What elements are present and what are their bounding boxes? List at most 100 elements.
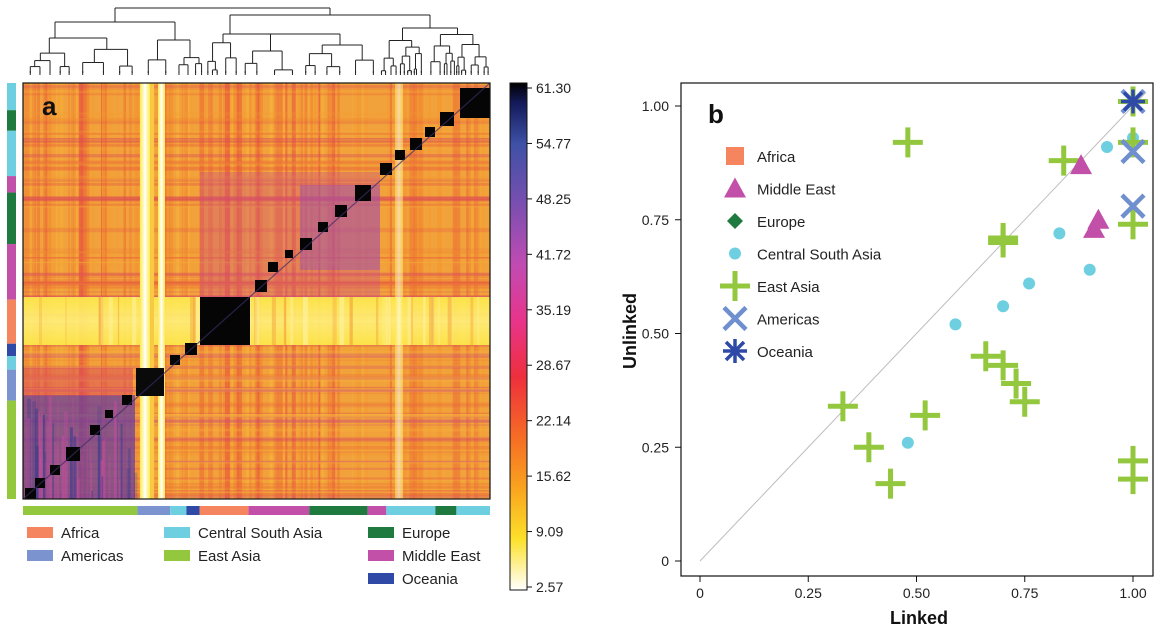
row-group-segment: [7, 110, 16, 131]
heatmap-column-streak: [296, 83, 300, 499]
heatmap-row-streak: [23, 467, 490, 470]
heatmap-block-texture: [119, 478, 121, 499]
legend-item: Africa: [27, 525, 100, 542]
heatmap-column-streak: [419, 83, 424, 499]
legend-item: Europe: [727, 213, 805, 231]
data-point-central-south-asia: [1053, 227, 1066, 240]
heatmap-row-streak: [23, 85, 490, 88]
heatmap-row-streak: [23, 257, 490, 259]
x-axis-label: Linked: [890, 608, 948, 628]
heatmap-block-texture: [116, 413, 118, 499]
heatmap-block-texture: [61, 491, 63, 499]
data-point-east-asia: [875, 468, 906, 499]
legend-swatch: [27, 550, 53, 561]
heatmap-block-texture: [39, 416, 42, 499]
heatmap-row-streak: [23, 404, 490, 408]
heatmap-row-streak: [23, 261, 490, 266]
heatmap-row-streak: [23, 177, 490, 182]
colorbar-tick-label: 54.77: [536, 135, 571, 151]
heatmap-block-texture: [114, 406, 117, 499]
heatmap-column-streak: [85, 83, 90, 499]
heatmap-block-texture: [63, 458, 65, 499]
heatmap-column-streak: [240, 83, 243, 499]
colorbar-tick-label: 22.14: [536, 413, 571, 429]
legend-item: Oceania: [723, 339, 814, 363]
heatmap-row-streak: [23, 376, 490, 379]
heatmap-column-streak: [34, 83, 37, 499]
heatmap-block-texture: [39, 486, 42, 499]
heatmap-row-streak: [23, 132, 490, 134]
legend-item: Middle East: [368, 548, 481, 565]
heatmap-row-streak: [23, 376, 490, 380]
heatmap-row-streak: [23, 439, 490, 442]
row-group-segment: [7, 356, 16, 370]
heatmap-band-texture: [195, 297, 200, 345]
column-group-segment: [23, 506, 138, 515]
heatmap-column-streak: [81, 83, 86, 499]
heatmap-column-streak: [184, 83, 189, 499]
heatmap-band-texture: [271, 297, 276, 345]
column-group-segment: [199, 506, 249, 515]
heatmap-block-texture: [35, 408, 39, 499]
heatmap-band-texture: [375, 297, 379, 345]
heatmap-column-streak: [212, 83, 214, 499]
heatmap-column-streak: [249, 83, 252, 499]
heatmap-band-texture: [339, 297, 345, 345]
heatmap-column-streak: [387, 83, 392, 499]
heatmap-column-streak: [291, 83, 296, 499]
heatmap-column-streak: [452, 83, 457, 499]
heatmap-column-streak: [46, 83, 50, 499]
heatmap-row-streak: [23, 402, 490, 406]
heatmap-row-streak: [23, 495, 490, 498]
colorbar-tick-label: 2.57: [536, 579, 563, 595]
heatmap-block-texture: [35, 445, 39, 499]
heatmap-column-streak: [236, 83, 241, 499]
y-tick-label: 0: [661, 553, 669, 569]
heatmap-row-streak: [23, 491, 490, 494]
heatmap-column-streak: [168, 83, 174, 499]
legend-item: Central South Asia: [729, 247, 882, 264]
heatmap-row-streak: [23, 419, 490, 423]
heatmap-row-streak: [23, 353, 490, 356]
data-point-east-asia: [1118, 209, 1148, 240]
heatmap-row-streak: [23, 487, 490, 490]
panel-b: 0 0.25 0.50 0.75 1.00 0 0.25 0.50 0.75 1.00 b Lin…: [620, 82, 1154, 628]
heatmap-row-streak: [23, 93, 490, 96]
y-tick-label: 0.25: [642, 439, 669, 455]
heatmap-block-texture: [64, 467, 68, 499]
legend-swatch: [164, 527, 190, 538]
heatmap-row-streak: [23, 132, 490, 135]
heatmap-column-streak: [304, 83, 308, 499]
scatter-axes: 0 0.25 0.50 0.75 1.00 0 0.25 0.50 0.75 1.00: [642, 98, 1147, 601]
heatmap-column-streak: [31, 83, 35, 499]
heatmap-band-texture: [100, 297, 104, 345]
row-group-segment: [7, 130, 16, 177]
y-tick-label: 0.75: [642, 212, 669, 228]
heatmap-row-streak: [23, 87, 490, 90]
heatmap-column-streak: [269, 83, 275, 499]
heatmap-column-streak: [466, 83, 469, 499]
data-point-central-south-asia: [901, 436, 914, 449]
heatmap-row-streak: [23, 415, 490, 419]
data-point-central-south-asia: [1101, 140, 1114, 153]
heatmap-diagonal-cell: [335, 205, 347, 217]
heatmap-block-texture: [99, 460, 103, 499]
heatmap-row-streak: [23, 350, 490, 355]
heatmap-column-streak: [252, 83, 256, 499]
colorbar-tick-label: 9.09: [536, 524, 563, 540]
legend-swatch: [368, 550, 394, 561]
heatmap-column-streak: [389, 83, 393, 499]
heatmap-row-streak: [23, 185, 490, 189]
heatmap-column-streak: [392, 83, 394, 499]
heatmap-column-streak: [200, 83, 202, 499]
heatmap-row-streak: [23, 461, 490, 465]
legend-item: Europe: [368, 525, 450, 542]
heatmap-band-texture: [438, 297, 440, 345]
heatmap-row-streak: [23, 183, 490, 186]
heatmap-row-streak: [23, 228, 490, 233]
heatmap-diagonal-cell: [355, 185, 371, 201]
heatmap-column-streak: [282, 83, 287, 499]
heatmap-row-streak: [23, 91, 490, 94]
heatmap-frame: [22, 82, 491, 500]
